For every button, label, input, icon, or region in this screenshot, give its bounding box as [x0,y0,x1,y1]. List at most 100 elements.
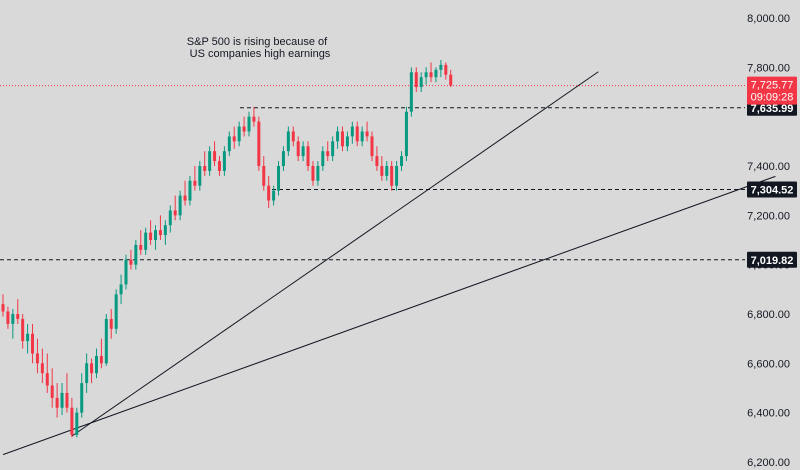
candle-body [385,166,389,176]
candle-body [395,166,399,186]
candle [272,185,276,206]
candle [173,195,177,221]
candle [321,146,325,171]
candle [26,323,30,354]
candle [21,314,25,349]
candle [183,180,187,206]
candle [370,131,374,162]
candle-body [163,225,167,236]
candle-body [1,304,5,312]
candle-body [173,210,177,216]
y-axis: 6,200.006,400.006,600.006,800.007,000.00… [747,13,797,469]
candle [385,161,389,181]
candle [119,274,123,305]
y-tick-label: 6,600.00 [747,358,790,370]
candle-body [365,131,369,137]
candle-body [16,314,20,319]
candle [291,126,295,147]
candle-body [316,166,320,181]
candle [424,67,428,85]
candle-body [45,373,49,386]
candle-body [340,131,344,147]
candle-body [296,141,300,157]
candle-body [434,69,438,78]
candle-body [326,151,330,157]
candle [350,121,354,144]
candle [311,161,315,186]
candle [208,146,212,176]
current-price-countdown: 09:09:28 [751,92,794,104]
candle [168,205,172,233]
candle [404,106,408,162]
candle-body [188,180,192,201]
candle [252,106,256,127]
candle [400,151,404,171]
candle-body [50,385,54,398]
candle [345,131,349,152]
candle [154,225,158,250]
candle-body [227,136,231,152]
candle [326,141,330,162]
candle [16,299,20,324]
y-tick-label: 7,200.00 [747,210,790,222]
candle-body [144,232,148,250]
candle-body [370,136,374,157]
candle [94,348,98,379]
candle-body [203,166,207,171]
candle [50,368,54,408]
candle-body [75,412,79,435]
y-tick-label: 6,400.00 [747,408,790,420]
candle-body [154,230,158,240]
candle [336,126,340,149]
candle [149,220,153,245]
price-level-label: 7,304.52 [751,185,794,197]
candle [281,146,285,171]
candle [139,230,143,255]
candle [60,383,64,416]
candle-body [336,131,340,142]
candles-layer [1,59,453,438]
candle [129,249,133,270]
candle-body [439,64,443,70]
candle-body [149,232,153,240]
candle [45,353,49,393]
candle [80,373,84,418]
candle [237,121,241,147]
candle-body [213,151,217,162]
candle [296,136,300,162]
candle-body [291,131,295,142]
current-price-label: 7,725.77 [751,80,794,92]
candle [429,62,433,83]
candle [1,294,5,317]
candle [409,67,413,117]
candle [217,156,221,176]
candle-body [55,397,59,408]
candle [390,161,394,191]
candle [109,309,113,339]
candle [449,69,453,88]
y-tick-label: 8,000.00 [747,13,790,25]
candle-body [134,244,138,265]
candle [31,323,35,364]
candle-body [26,333,30,342]
candle-body [104,318,108,364]
candle-body [21,318,25,342]
candle-body [237,126,241,142]
candle [277,161,281,196]
candle [213,141,217,166]
candle-body [277,166,281,191]
candle [40,348,44,384]
candle [35,338,39,374]
candle [11,309,15,339]
candle [134,240,138,270]
candle-body [404,111,408,157]
candle-body [11,314,15,324]
candle-body [306,146,310,166]
y-tick-label: 6,800.00 [747,309,790,321]
candle-body [193,180,197,186]
candle-body [158,230,162,236]
candle [227,131,231,157]
candle-body [168,210,172,226]
candle-body [35,353,39,364]
